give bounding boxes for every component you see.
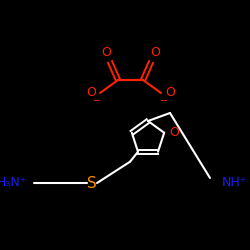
Text: −: − [160,96,168,106]
Text: H₃N⁺: H₃N⁺ [0,176,27,190]
Text: −: − [93,96,101,106]
Text: S: S [87,176,97,190]
Text: O: O [86,86,96,98]
Text: O: O [101,46,111,60]
Text: O: O [165,86,175,98]
Text: NH⁺: NH⁺ [222,176,248,190]
Text: O: O [169,126,179,139]
Text: O: O [150,46,160,60]
